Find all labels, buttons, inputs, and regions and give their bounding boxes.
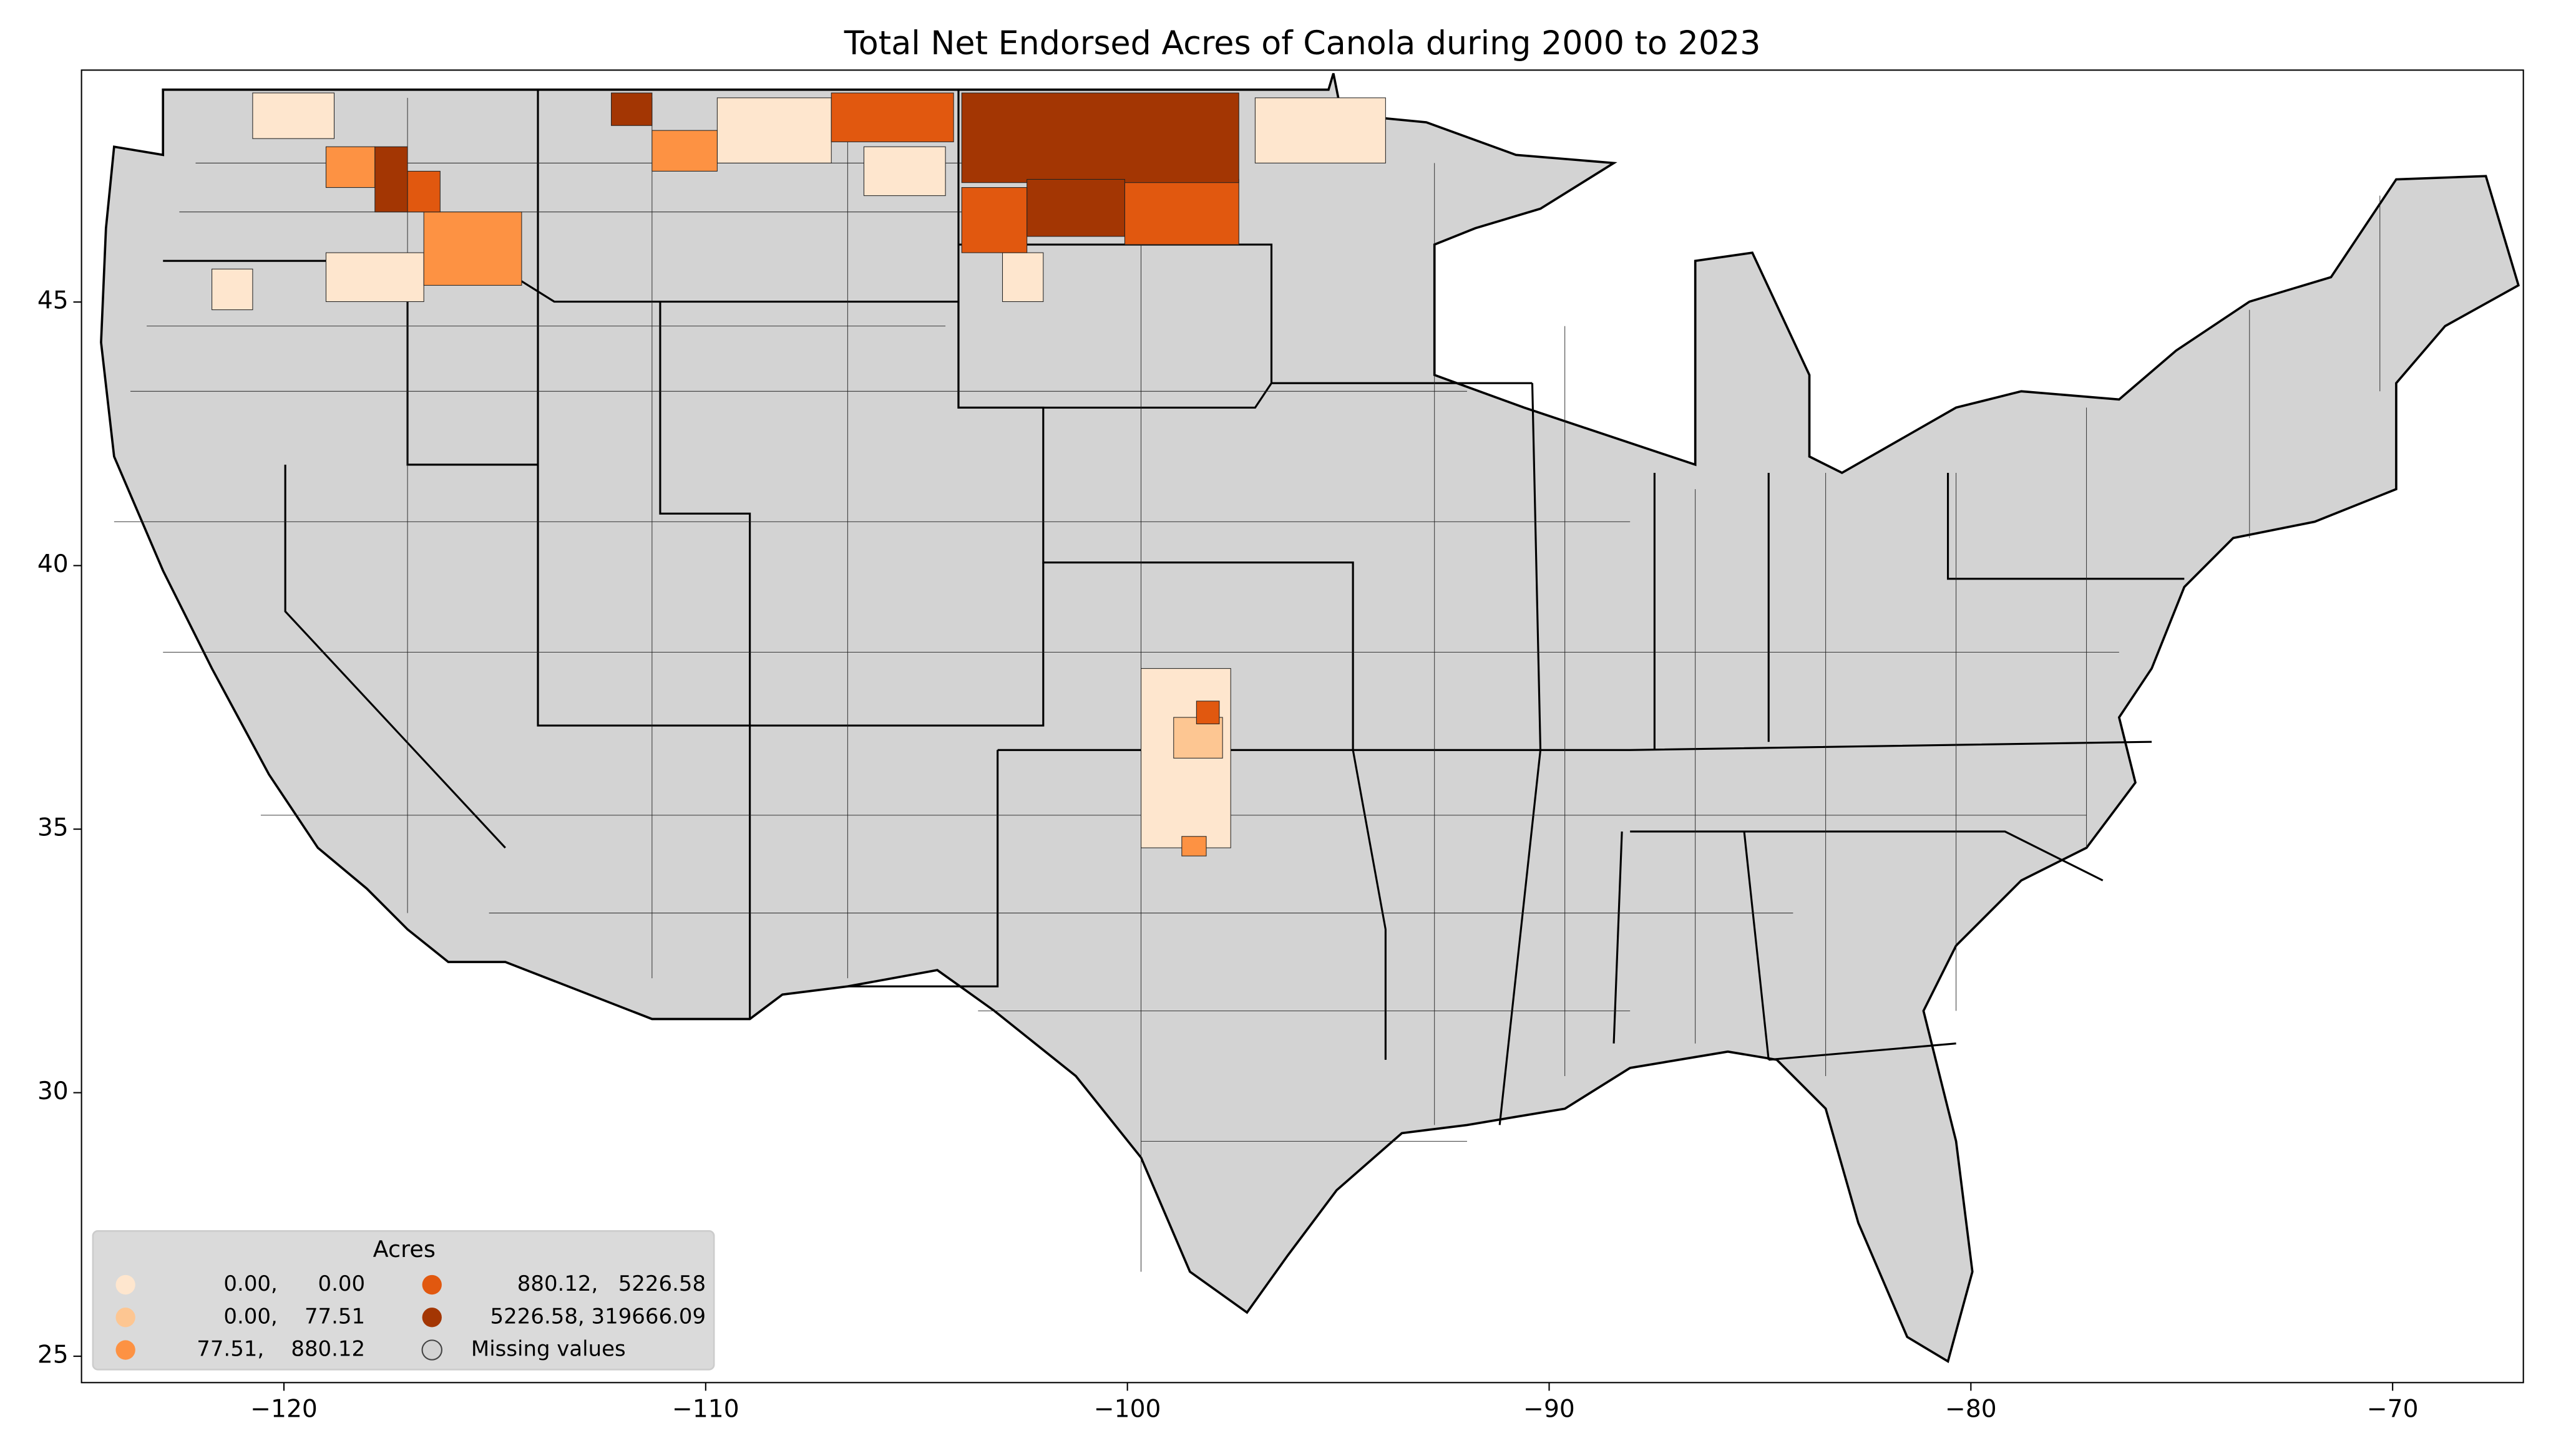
x-tick-label: −80 <box>1945 1395 1997 1423</box>
legend-marker <box>422 1308 442 1327</box>
legend-marker <box>422 1274 442 1295</box>
y-tick-label: 40 <box>37 550 69 578</box>
legend-label: 77.51, 880.12 <box>197 1337 365 1362</box>
x-tick-label: −90 <box>1523 1395 1575 1423</box>
legend-marker <box>115 1340 135 1360</box>
y-tick-label: 35 <box>37 814 69 842</box>
x-tick-label: −100 <box>1094 1395 1161 1423</box>
y-tick-label: 25 <box>37 1341 69 1369</box>
y-tick-label: 45 <box>37 287 69 315</box>
legend-marker <box>421 1339 442 1361</box>
legend-label: 5226.58, 319666.09 <box>490 1304 706 1329</box>
legend-label: 0.00, 0.00 <box>223 1271 365 1296</box>
legend-title: Acres <box>373 1236 436 1263</box>
y-tick-label: 30 <box>37 1077 69 1105</box>
legend-label: Missing values <box>471 1337 626 1362</box>
axes: −120 −110 −100 −90 −80 −70 25 30 35 40 45 <box>37 287 2419 1424</box>
x-tick-label: −110 <box>672 1395 739 1423</box>
legend-box <box>92 1230 715 1371</box>
x-tick-label: −70 <box>2367 1395 2419 1423</box>
data-regions <box>212 92 1386 857</box>
legend-marker <box>115 1274 135 1295</box>
legend-label: 880.12, 5226.58 <box>517 1271 706 1296</box>
x-tick-label: −120 <box>250 1395 318 1423</box>
legend-marker <box>115 1308 135 1327</box>
us-outline <box>100 73 2520 1364</box>
legend: 0.00, 0.00 0.00, 77.51 77.51, 880.12 880.12… <box>115 1271 706 1362</box>
chart-title: Total Net Endorsed Acres of Canola durin… <box>844 25 1761 62</box>
legend-label: 0.00, 77.51 <box>223 1304 365 1329</box>
plot: Total Net Endorsed Acres of Canola durin… <box>37 25 2524 1423</box>
